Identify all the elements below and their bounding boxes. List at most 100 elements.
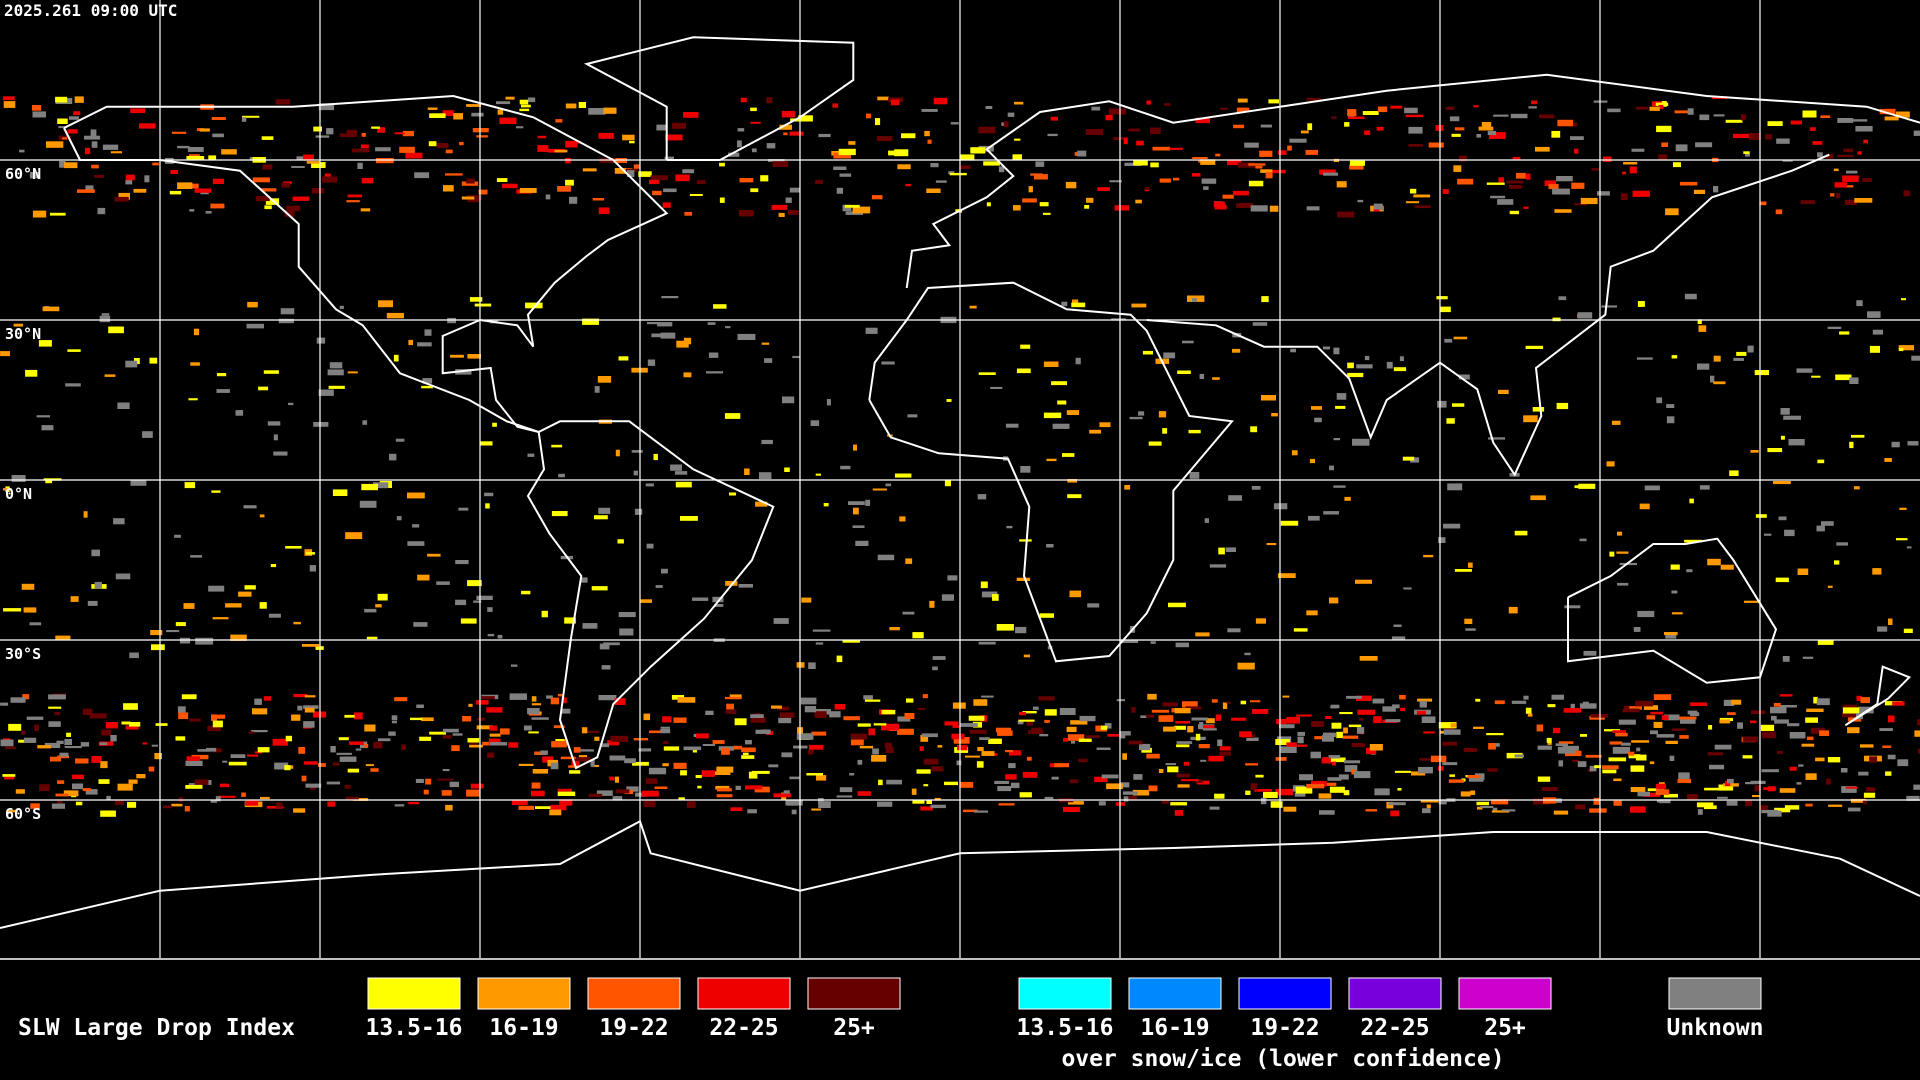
cloud-pixel [551, 444, 563, 448]
cloud-pixel [41, 425, 54, 431]
cloud-pixel [619, 628, 634, 636]
cloud-pixel [1205, 718, 1215, 724]
cloud-pixel [218, 795, 236, 798]
cloud-pixel [934, 797, 941, 801]
cloud-pixel [1176, 741, 1193, 744]
cloud-pixel [930, 804, 946, 809]
cloud-pixel [1653, 694, 1672, 700]
cloud-pixel [54, 712, 60, 716]
cloud-pixel [1445, 106, 1455, 110]
cloud-pixel [559, 799, 573, 806]
cloud-pixel [100, 810, 116, 817]
legend-swatch [807, 977, 901, 1010]
cloud-pixel [1617, 531, 1623, 536]
cloud-pixel [303, 154, 314, 161]
cloud-pixel [318, 389, 334, 396]
cloud-pixel [130, 108, 145, 114]
cloud-pixel [889, 627, 900, 631]
cloud-pixel [1782, 656, 1790, 662]
cloud-pixel [1318, 793, 1332, 799]
cloud-pixel [1860, 697, 1870, 704]
cloud-pixel [808, 662, 816, 669]
cloud-pixel [327, 801, 336, 807]
cloud-pixel [1707, 558, 1721, 566]
cloud-pixel [330, 746, 336, 753]
cloud-pixel [1556, 176, 1573, 182]
cloud-pixel [651, 333, 662, 338]
cloud-pixel [849, 773, 855, 776]
cloud-pixel [609, 776, 615, 781]
cloud-pixel [83, 511, 88, 518]
cloud-pixel [1557, 119, 1573, 127]
cloud-pixel [1122, 791, 1138, 795]
cloud-pixel [573, 757, 591, 762]
cloud-pixel [1903, 190, 1910, 197]
cloud-pixel [1321, 757, 1331, 764]
cloud-pixel [729, 694, 742, 700]
cloud-pixel [932, 666, 938, 671]
cloud-pixel [1591, 168, 1600, 171]
cloud-pixel [445, 149, 453, 154]
cloud-pixel [1171, 708, 1178, 713]
cloud-pixel [1385, 719, 1401, 723]
cloud-pixel [890, 99, 900, 106]
cloud-pixel [1019, 792, 1032, 798]
cloud-pixel [810, 420, 820, 426]
cloud-pixel [1106, 783, 1123, 790]
cloud-pixel [1162, 428, 1168, 434]
cloud-pixel [351, 148, 370, 153]
cloud-pixel [64, 739, 72, 745]
cloud-pixel [714, 771, 731, 775]
cloud-pixel [1218, 547, 1225, 555]
cloud-pixel [1446, 418, 1455, 424]
cloud-pixel [678, 797, 685, 801]
cloud-pixel [853, 507, 859, 515]
cloud-pixel [738, 210, 754, 217]
cloud-pixel [948, 171, 955, 175]
cloud-pixel [729, 492, 736, 496]
cloud-pixel [1710, 375, 1715, 383]
cloud-pixel [1142, 350, 1153, 355]
cloud-pixel [170, 169, 179, 174]
cloud-pixel [617, 539, 624, 544]
cloud-pixel [301, 644, 320, 647]
cloud-pixel [1439, 306, 1451, 313]
cloud-pixel [1101, 774, 1119, 779]
cloud-pixel [1355, 579, 1372, 584]
cloud-pixel [1779, 694, 1793, 697]
cloud-pixel [1392, 704, 1400, 709]
coastline [868, 281, 1234, 663]
cloud-pixel [336, 752, 352, 755]
cloud-pixel [916, 769, 931, 774]
cloud-pixel [345, 532, 363, 540]
cloud-pixel [622, 134, 635, 141]
cloud-pixel [836, 655, 843, 663]
cloud-pixel [911, 788, 917, 795]
cloud-pixel [424, 329, 432, 336]
cloud-pixel [696, 180, 706, 184]
cloud-pixel [1453, 336, 1468, 340]
cloud-pixel [1059, 708, 1076, 715]
cloud-pixel [1063, 737, 1068, 742]
cloud-pixel [588, 793, 603, 797]
cloud-pixel [452, 733, 463, 736]
cloud-pixel [649, 730, 666, 734]
coastline [1146, 153, 1830, 477]
cloud-pixel [1514, 754, 1524, 758]
cloud-pixel [609, 755, 626, 761]
cloud-pixel [1283, 806, 1297, 812]
coastline [1567, 537, 1778, 684]
cloud-pixel [905, 183, 912, 187]
cloud-pixel [944, 479, 951, 487]
cloud-pixel [662, 716, 672, 723]
cloud-pixel [1039, 613, 1054, 618]
legend-swatch [697, 977, 791, 1010]
cloud-pixel [1162, 702, 1178, 707]
cloud-pixel [1442, 762, 1458, 766]
cloud-pixel [739, 178, 754, 183]
cloud-pixel [316, 337, 326, 344]
cloud-pixel [178, 712, 189, 720]
cloud-pixel [1277, 150, 1287, 155]
cloud-pixel [1574, 203, 1588, 206]
cloud-pixel [207, 780, 212, 785]
